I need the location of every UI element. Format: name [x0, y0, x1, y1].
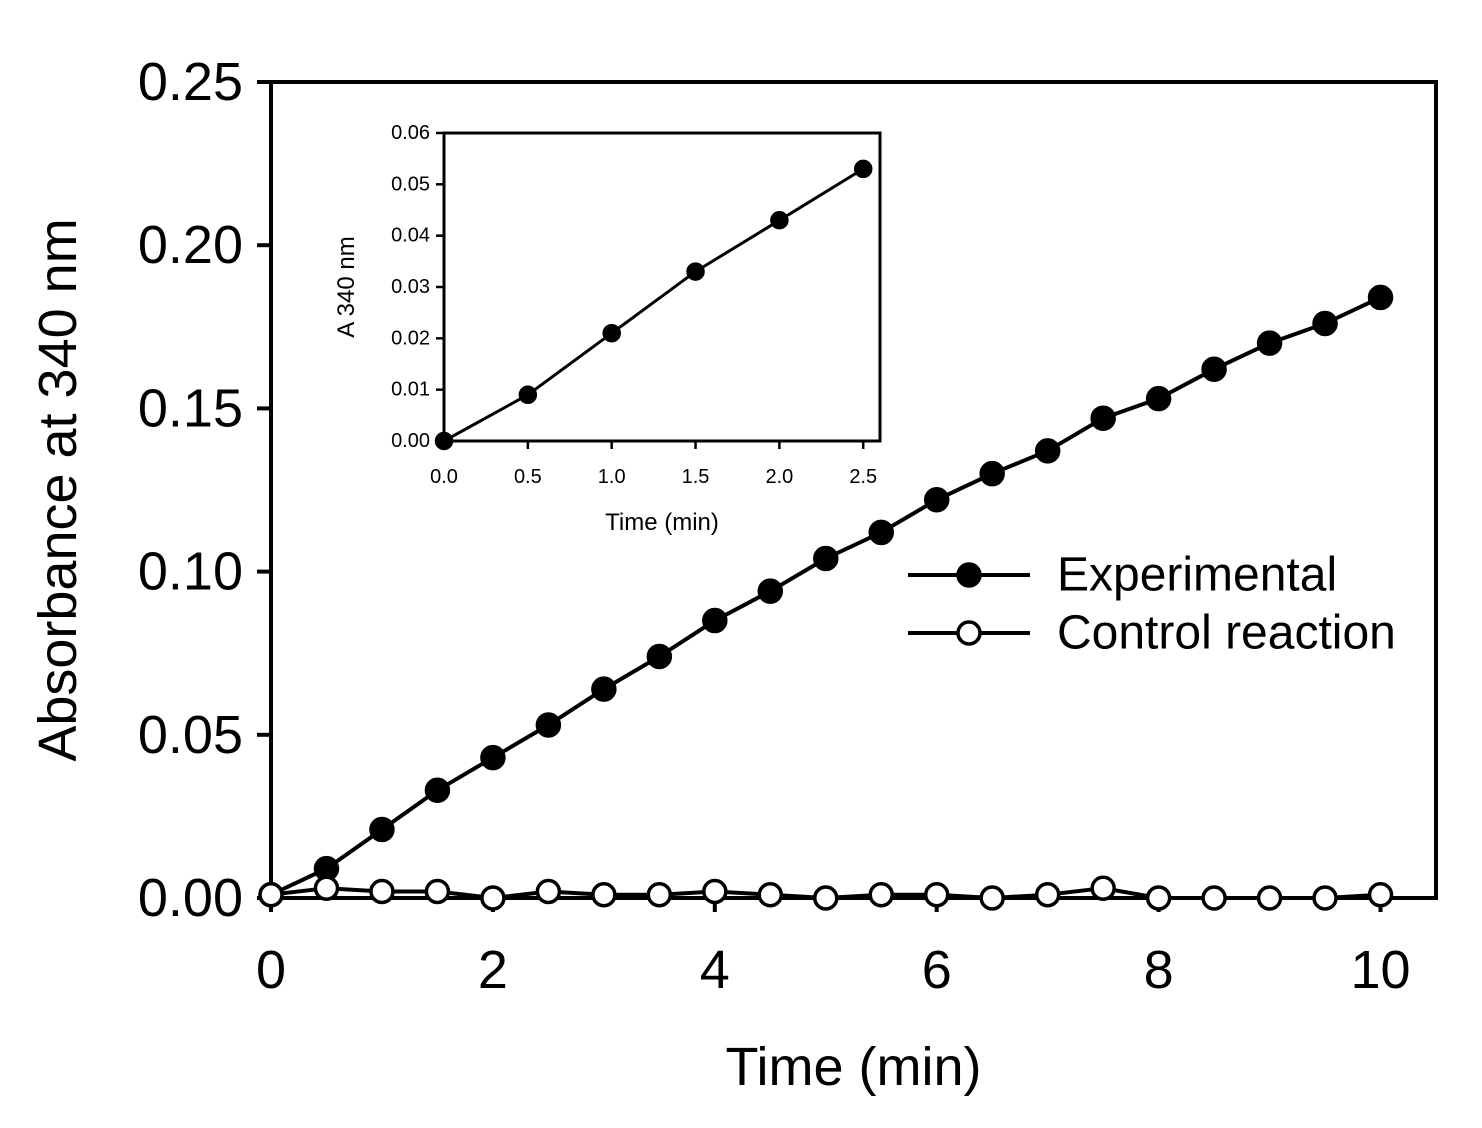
inset-y-tick-label: 0.06: [391, 122, 430, 144]
inset-y-tick-label: 0.03: [391, 276, 430, 298]
main-point-control-reaction: [313, 875, 340, 901]
main-point-control-reaction: [979, 885, 1005, 911]
main-point-experimental: [1367, 284, 1394, 311]
legend-marker-control-reaction: [956, 620, 982, 646]
inset-series-line-experimental: [443, 167, 864, 443]
main-point-control-reaction: [424, 878, 451, 905]
main-point-experimental: [480, 744, 506, 771]
legend-label-control-reaction: Control reaction: [1057, 607, 1396, 660]
main-point-experimental: [757, 578, 784, 604]
inset-frame: [442, 131, 882, 443]
legend-label-experimental: Experimental: [1057, 549, 1337, 602]
inset-point-experimental: [434, 431, 454, 451]
main-x-tick-label: 10: [1350, 940, 1410, 1000]
main-point-control-reaction: [1145, 885, 1172, 911]
inset-y-tick-label: 0.04: [391, 225, 430, 247]
inset-x-tick-label: 0.5: [514, 466, 542, 488]
inset-plot: 0.0 0.5 1.0 1.5 2.0 2.5 0.00 0.01 0.02 0.03 0.04 0.…: [333, 122, 882, 536]
main-point-control-reaction: [1312, 885, 1338, 911]
inset-y-tick-label: 0.02: [391, 327, 430, 349]
main-point-experimental: [979, 460, 1005, 487]
main-point-experimental: [1201, 356, 1227, 382]
main-plot: 0 2 4 6 8 10 0.00 0.05 0.10 0.15 0.20 0.25 Time (min…: [28, 52, 1438, 1097]
inset-y-axis-title: A 340 nm: [333, 236, 360, 337]
inset-x-axis-title: Time (min): [605, 509, 719, 536]
main-point-control-reaction: [923, 881, 950, 908]
main-point-experimental: [868, 519, 894, 546]
main-y-tick-label: 0.25: [138, 52, 243, 112]
inset-x-tick-label: 2.0: [765, 466, 793, 488]
main-point-control-reaction: [702, 878, 728, 905]
inset-point-experimental: [853, 159, 873, 179]
legend-marker-experimental: [956, 562, 982, 588]
main-point-control-reaction: [868, 881, 894, 908]
main-point-control-reaction: [1367, 881, 1394, 908]
inset-point-experimental: [518, 385, 538, 405]
main-point-experimental: [813, 545, 839, 572]
inset-point-experimental: [686, 262, 705, 281]
main-point-experimental: [535, 712, 562, 738]
main-point-experimental: [369, 816, 395, 843]
main-y-tick-label: 0.00: [138, 868, 243, 928]
main-x-tick-label: 8: [1144, 940, 1174, 1000]
main-point-control-reaction: [757, 881, 784, 908]
main-point-control-reaction: [1090, 875, 1116, 901]
main-y-tick-label: 0.20: [138, 215, 243, 275]
main-point-control-reaction: [813, 885, 839, 911]
main-point-control-reaction: [369, 878, 395, 905]
main-point-experimental: [1090, 405, 1116, 431]
main-point-experimental: [1034, 438, 1061, 464]
main-point-control-reaction: [535, 878, 562, 905]
main-point-experimental: [591, 676, 617, 702]
main-point-experimental: [702, 607, 728, 634]
main-point-experimental: [646, 643, 673, 670]
inset-x-tick-label: 1.0: [598, 466, 626, 488]
main-point-experimental: [1256, 330, 1283, 356]
main-x-tick-label: 6: [922, 940, 952, 1000]
main-point-control-reaction: [1256, 885, 1283, 911]
inset-y-tick-label: 0.05: [391, 173, 430, 195]
main-y-tick-label: 0.10: [138, 542, 243, 602]
main-x-tick-label: 4: [700, 940, 730, 1000]
main-x-axis-title: Time (min): [726, 1037, 982, 1097]
inset-y-tick-label: 0.00: [391, 430, 430, 452]
inset-x-tick-label: 1.5: [682, 466, 710, 488]
main-x-tick-label: 2: [478, 940, 508, 1000]
main-y-tick-label: 0.15: [138, 378, 243, 438]
main-point-control-reaction: [1034, 881, 1061, 908]
inset-point-experimental: [770, 211, 789, 230]
main-point-experimental: [1145, 385, 1172, 412]
inset-point-experimental: [602, 323, 621, 343]
main-point-experimental: [424, 777, 451, 804]
main-point-experimental: [923, 487, 950, 513]
main-point-control-reaction: [480, 885, 506, 911]
main-point-experimental: [1312, 310, 1338, 337]
main-frame: [269, 80, 1438, 900]
main-y-tick-label: 0.05: [138, 705, 243, 765]
inset-y-tick-label: 0.01: [391, 379, 430, 401]
main-x-tick-label: 0: [256, 940, 286, 1000]
inset-x-tick-label: 2.5: [849, 466, 877, 488]
inset-x-tick-label: 0.0: [430, 466, 458, 488]
main-y-axis-title: Absorbance at 340 nm: [28, 218, 88, 761]
main-point-control-reaction: [1201, 885, 1227, 911]
main-point-control-reaction: [258, 881, 284, 908]
main-point-control-reaction: [646, 881, 673, 908]
main-point-control-reaction: [591, 881, 617, 908]
